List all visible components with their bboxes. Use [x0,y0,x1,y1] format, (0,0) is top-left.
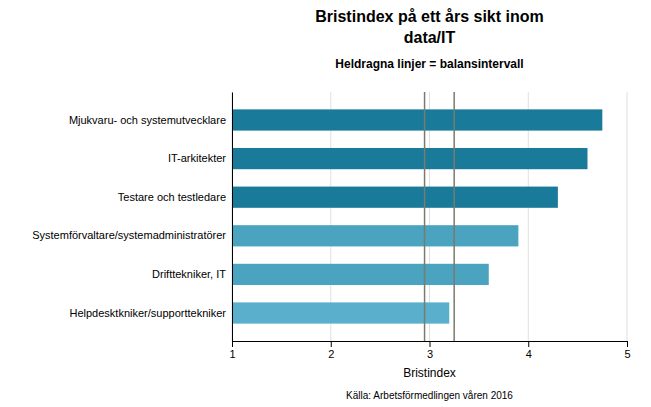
grid-line [232,92,233,341]
y-tick-label: IT-arkitekter [168,152,226,164]
y-tick-label: Mjukvaru- och systemutvecklare [69,114,226,126]
y-tick: Helpdesktkniker/supporttekniker [69,307,232,319]
chart: 1 2 3 4 5 Mjukvaru- och systemutvecklare IT-ar… [0,0,651,407]
x-tick: 4 [526,341,532,360]
x-axis-title: Bristindex [403,366,456,380]
reference-line [424,92,426,341]
x-tick: 3 [427,341,433,360]
y-tick-label: Systemförvaltare/systemadministratörer [32,229,226,241]
x-tick: 2 [328,341,334,360]
x-axis: 1 2 3 4 5 [229,341,630,360]
y-tick: IT-arkitekter [168,152,232,164]
x-tick: 1 [229,341,235,360]
x-tick-label: 1 [229,348,235,360]
bar [232,302,449,323]
y-tick-label: Helpdesktkniker/supporttekniker [69,307,226,319]
x-tick-mark [627,341,628,347]
x-tick-label: 5 [624,348,630,360]
subtitle: Heldragna linjer = balansintervall [335,57,523,71]
x-tick-label: 2 [328,348,334,360]
x-tick-mark [232,341,233,347]
y-tick: Systemförvaltare/systemadministratörer [32,229,232,241]
y-tick: Mjukvaru- och systemutvecklare [69,114,232,126]
y-tick: Drifttekniker, IT [152,268,232,280]
bar [232,264,489,285]
reference-line [453,92,455,341]
y-tick: Testare och testledare [118,191,232,203]
bar [232,187,558,208]
x-axis-line [233,342,628,348]
y-tick-label: Testare och testledare [118,191,226,203]
x-tick-mark [331,341,332,347]
x-tick-mark [430,341,431,347]
x-tick-label: 4 [526,348,532,360]
title: data/IT [404,29,456,46]
bar [232,148,588,169]
bar [232,109,602,130]
marks [232,92,602,341]
x-tick-label: 3 [427,348,433,360]
plot: 1 2 3 4 5 Mjukvaru- och systemutvecklare IT-ar… [32,92,630,360]
source: Källa: Arbetsförmedlingen våren 2016 [346,390,513,401]
grid [232,92,627,341]
grid-line [627,92,628,341]
title: Bristindex på ett års sikt inom [315,8,544,25]
y-axis-line [232,93,233,342]
y-tick-label: Drifttekniker, IT [152,268,226,280]
x-tick: 5 [624,341,630,360]
y-axis: Mjukvaru- och systemutvecklare IT-arkitek… [32,93,232,342]
x-tick-mark [528,341,529,347]
bar [232,225,518,246]
